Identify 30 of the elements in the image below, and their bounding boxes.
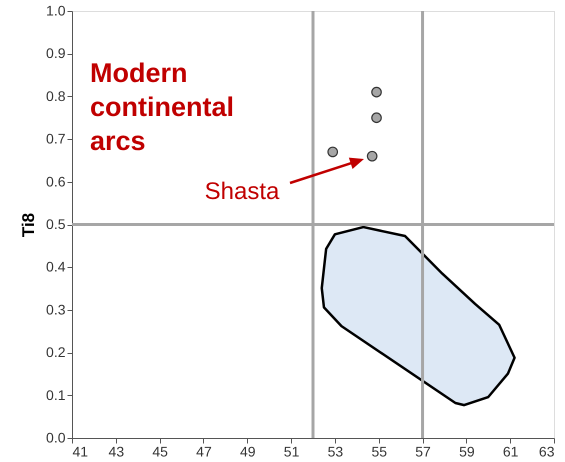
y-tick-label: 0.9 xyxy=(46,45,66,62)
point xyxy=(327,146,338,158)
point xyxy=(366,150,378,162)
x-tick-label: 57 xyxy=(415,444,432,460)
y-tick-label: 0.3 xyxy=(46,301,66,318)
y-tick-label: 0.0 xyxy=(46,430,66,446)
y-axis-title: Ti8 xyxy=(19,212,38,238)
x-tick-label: 61 xyxy=(502,444,519,460)
x-tick-label: 53 xyxy=(328,444,344,460)
annotation: Shasta xyxy=(204,178,280,205)
y-tick-label: 0.2 xyxy=(46,344,66,360)
y-tick-label: 0.1 xyxy=(46,386,66,403)
y-tick-label: 1.0 xyxy=(46,2,66,18)
x-tick-label: 47 xyxy=(196,444,212,460)
y-tick-label: 0.4 xyxy=(46,258,66,275)
point xyxy=(371,112,382,124)
x-tick-label: 45 xyxy=(152,444,168,460)
point xyxy=(371,86,382,98)
x-tick-label: 59 xyxy=(459,444,475,460)
y-tick-label: 0.6 xyxy=(46,173,66,190)
y-tick-label: 0.8 xyxy=(46,88,66,104)
x-tick-label: 49 xyxy=(240,444,256,460)
x-tick-label: 63 xyxy=(538,444,555,460)
x-tick-label: 55 xyxy=(371,444,388,460)
x-tick-label: 43 xyxy=(108,444,124,460)
y-tick-label: 0.7 xyxy=(46,130,66,147)
x-tick-label: 41 xyxy=(72,444,88,460)
annotation: Modern continental arcs xyxy=(90,58,234,156)
y-tick-label: 0.5 xyxy=(46,216,66,232)
x-tick-label: 51 xyxy=(284,444,300,460)
